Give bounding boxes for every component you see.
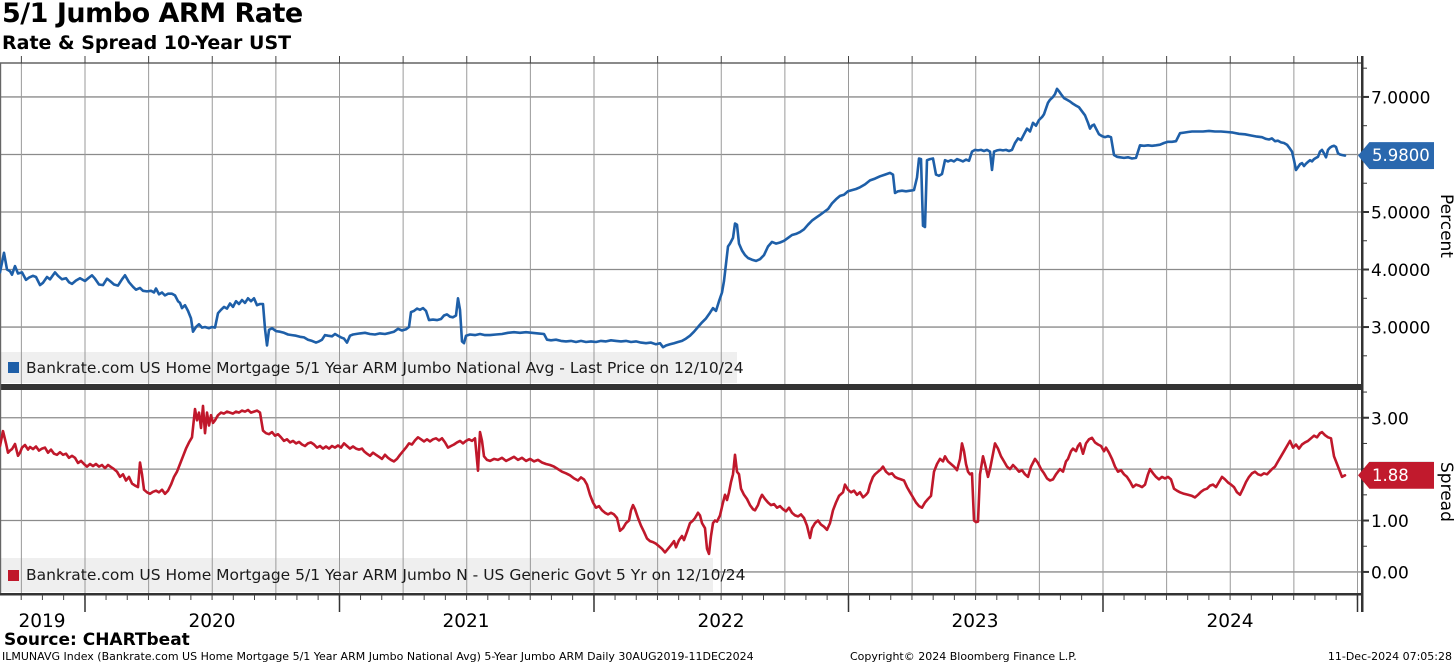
y-tick-label: 1.00 <box>1371 512 1409 532</box>
page-title: 5/1 Jumbo ARM Rate <box>2 0 303 29</box>
legend-spread[interactable]: Bankrate.com US Home Mortgage 5/1 Year A… <box>8 558 745 592</box>
y-tick-label: 7.0000 <box>1371 88 1430 108</box>
spread-series-swatch-icon <box>8 569 19 581</box>
footer-description: ILMUNAVG Index (Bankrate.com US Home Mor… <box>2 650 754 663</box>
spread-series-line <box>0 404 1347 556</box>
spread-legend-label: Bankrate.com US Home Mortgage 5/1 Year A… <box>26 566 746 584</box>
spread-axis-unit-label: Spread <box>1436 462 1456 522</box>
footer-copyright: Copyright© 2024 Bloomberg Finance L.P. <box>850 650 1077 663</box>
page-subtitle: Rate & Spread 10-Year UST <box>2 32 292 54</box>
footer-timestamp: 11-Dec-2024 07:05:28 <box>1327 650 1452 663</box>
legend-rate[interactable]: Bankrate.com US Home Mortgage 5/1 Year A… <box>8 352 744 383</box>
y-tick-label: 3.00 <box>1371 409 1409 429</box>
spread-last-value-badge[interactable]: 1.88 <box>1358 461 1434 489</box>
x-axis-year-label: 2021 <box>442 611 490 632</box>
x-axis-year-label: 2020 <box>188 611 236 632</box>
y-tick-label: 0.00 <box>1371 563 1409 583</box>
rate-last-price-badge[interactable]: 5.9800 <box>1358 142 1434 170</box>
x-axis-year-label: 2019 <box>18 611 66 632</box>
x-axis-year-label: 2023 <box>951 611 999 632</box>
rate-axis-unit-label: Percent <box>1436 194 1456 258</box>
y-tick-label: 3.0000 <box>1371 319 1430 339</box>
y-tick-label: 5.0000 <box>1371 203 1430 223</box>
rate-series-line <box>0 87 1347 349</box>
source-line: Source: CHARTbeat <box>4 630 190 650</box>
rate-legend-label: Bankrate.com US Home Mortgage 5/1 Year A… <box>26 358 744 377</box>
x-axis-year-label: 2022 <box>697 611 745 632</box>
x-axis-year-label: 2024 <box>1206 611 1254 632</box>
y-tick-label: 4.0000 <box>1371 261 1430 281</box>
rate-series-swatch-icon <box>8 362 19 373</box>
